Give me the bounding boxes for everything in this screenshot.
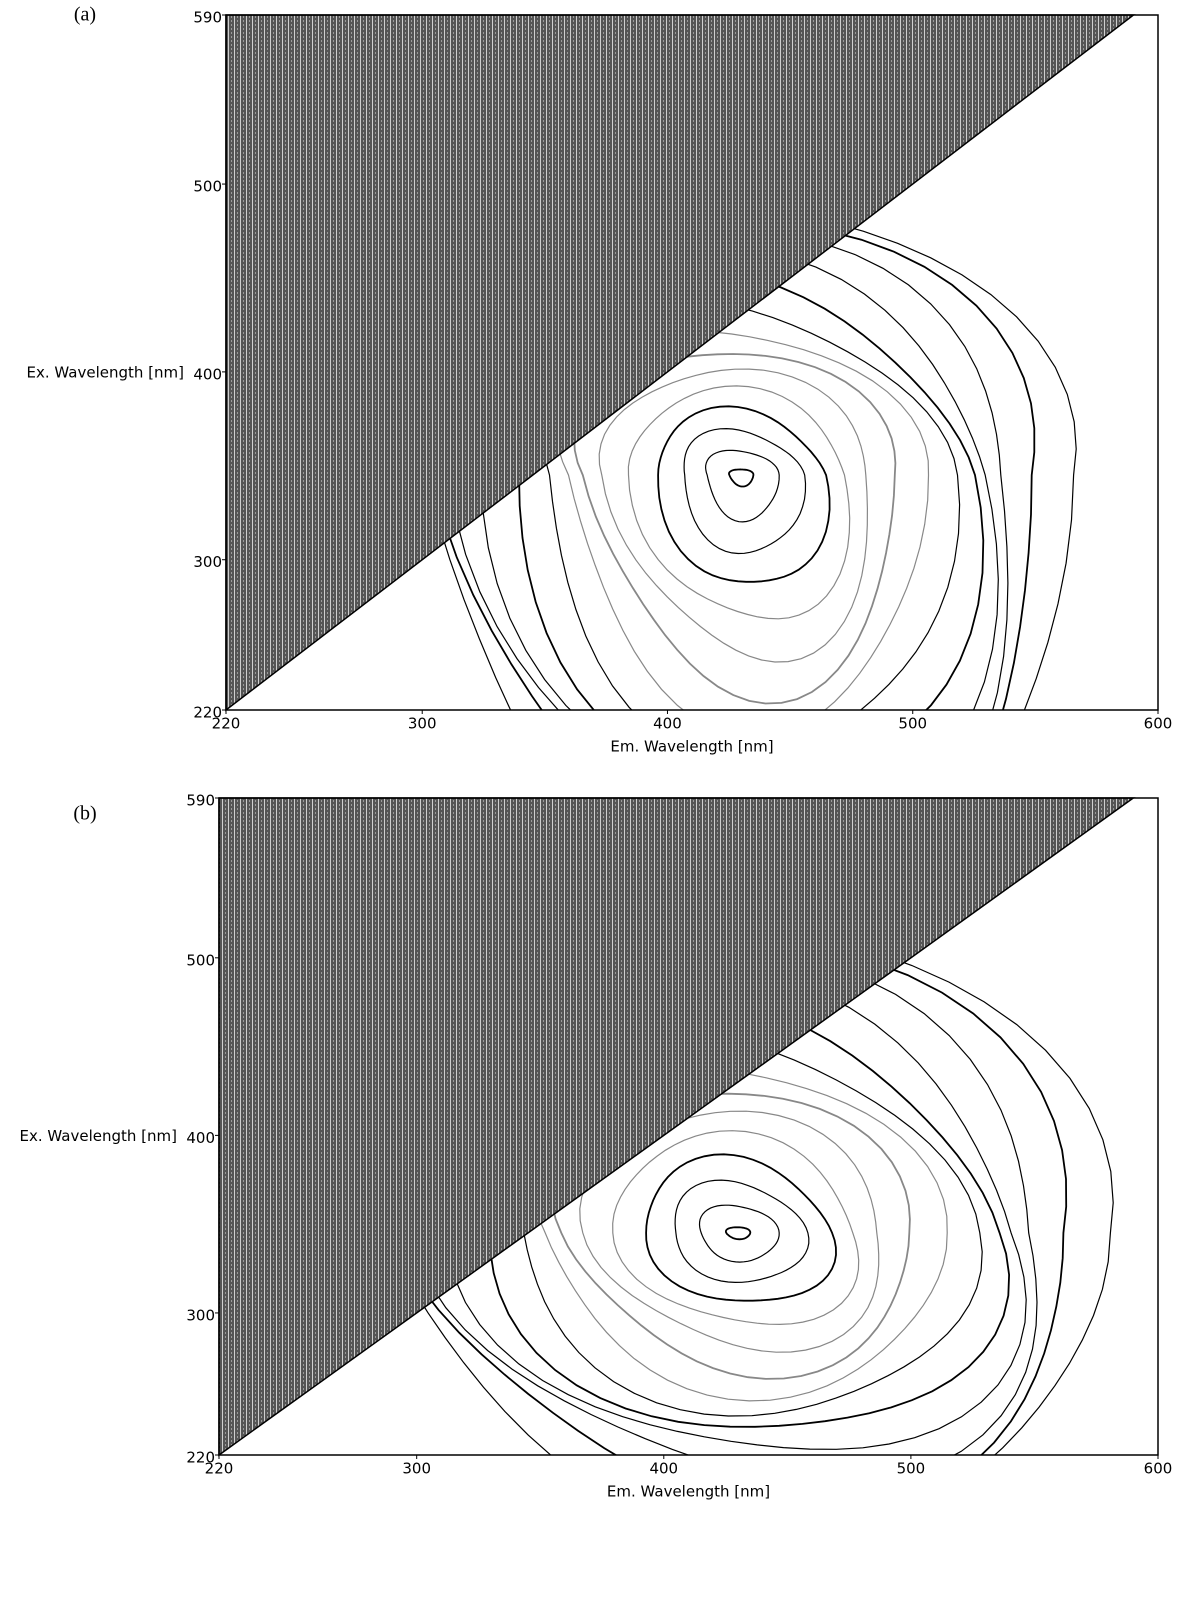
contour-line bbox=[598, 368, 869, 663]
y-tick-label: 590 bbox=[193, 9, 222, 27]
x-tick-label: 600 bbox=[1144, 715, 1173, 733]
x-axis-label: Em. Wavelength [nm] bbox=[607, 1483, 770, 1501]
contour-line bbox=[674, 1179, 810, 1284]
contour-line bbox=[645, 1153, 837, 1302]
y-tick-label: 400 bbox=[186, 1129, 215, 1147]
plot-frame bbox=[218, 797, 1159, 1456]
panel-label: (a) bbox=[74, 4, 96, 26]
x-tick-label: 220 bbox=[205, 1460, 234, 1478]
plot-frame bbox=[225, 14, 1159, 711]
y-tick-label: 300 bbox=[186, 1306, 215, 1324]
panel: 220 300 400 500 600 220 300 400 500 590 Em. Wavele… bbox=[27, 4, 1173, 756]
panel: 220 300 400 500 600 220 300 400 500 590 Em. Wavele… bbox=[20, 792, 1173, 1501]
x-tick-label: 400 bbox=[653, 715, 682, 733]
y-axis-label: Ex. Wavelength [nm] bbox=[20, 1127, 177, 1145]
contour-line bbox=[579, 1110, 880, 1353]
contour-line bbox=[529, 1066, 948, 1402]
contour-line bbox=[657, 405, 831, 583]
y-axis-label: Ex. Wavelength [nm] bbox=[27, 363, 184, 381]
x-axis-label: Em. Wavelength [nm] bbox=[610, 738, 773, 756]
y-tick-label: 220 bbox=[193, 704, 222, 722]
contour-line bbox=[612, 1130, 860, 1326]
excluded-region bbox=[218, 797, 1136, 1457]
contour-line bbox=[725, 1226, 752, 1241]
contour-line bbox=[728, 468, 755, 488]
contour-line bbox=[539, 299, 961, 710]
y-tick-label: 300 bbox=[193, 553, 222, 571]
contour-line bbox=[704, 449, 780, 523]
x-tick-label: 300 bbox=[402, 1460, 431, 1478]
y-tick-label: 400 bbox=[193, 365, 222, 383]
y-tick-label: 590 bbox=[186, 792, 215, 810]
contour-line bbox=[554, 330, 930, 710]
y-tick-label: 500 bbox=[193, 178, 222, 196]
y-tick-label: 220 bbox=[186, 1449, 215, 1467]
x-tick-label: 600 bbox=[1144, 1460, 1173, 1478]
x-tick-label: 220 bbox=[212, 715, 241, 733]
contour-line bbox=[550, 1092, 911, 1380]
y-tick-label: 500 bbox=[186, 951, 215, 969]
x-tick-label: 500 bbox=[897, 1460, 926, 1478]
x-tick-label: 400 bbox=[649, 1460, 678, 1478]
x-tick-label: 300 bbox=[408, 715, 437, 733]
contour-line bbox=[573, 353, 897, 705]
contour-line bbox=[683, 427, 807, 555]
panel-label: (b) bbox=[73, 803, 96, 825]
x-tick-label: 500 bbox=[898, 715, 927, 733]
contour-line bbox=[627, 385, 851, 620]
contour-line bbox=[698, 1204, 780, 1263]
